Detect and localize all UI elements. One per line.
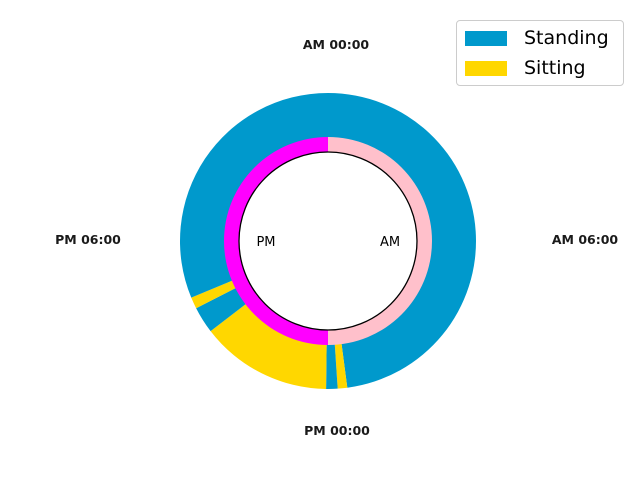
- legend-item-standing: Standing: [465, 27, 609, 49]
- am-half-label: AM: [380, 235, 400, 250]
- clock-label-top: AM 00:00: [303, 37, 370, 52]
- outer-segment-standing-0: [328, 93, 477, 388]
- center-circle: [238, 151, 418, 331]
- inner-ring: [224, 137, 432, 345]
- legend-swatch-standing: [465, 30, 507, 46]
- legend-swatch-sitting: [465, 60, 507, 76]
- legend-label-sitting: Sitting: [524, 57, 586, 79]
- clock-label-bottom: PM 00:00: [304, 423, 370, 438]
- legend: Standing Sitting: [456, 20, 624, 86]
- legend-item-sitting: Sitting: [465, 57, 586, 79]
- inner-segment-am: [328, 137, 432, 345]
- outer-segment-sitting-3: [210, 295, 327, 389]
- inner-segment-pm: [224, 137, 328, 345]
- clock-label-right: AM 06:00: [552, 232, 619, 247]
- pm-half-label: PM: [256, 235, 275, 250]
- clock-label-left: PM 06:00: [55, 232, 121, 247]
- legend-label-standing: Standing: [524, 27, 609, 49]
